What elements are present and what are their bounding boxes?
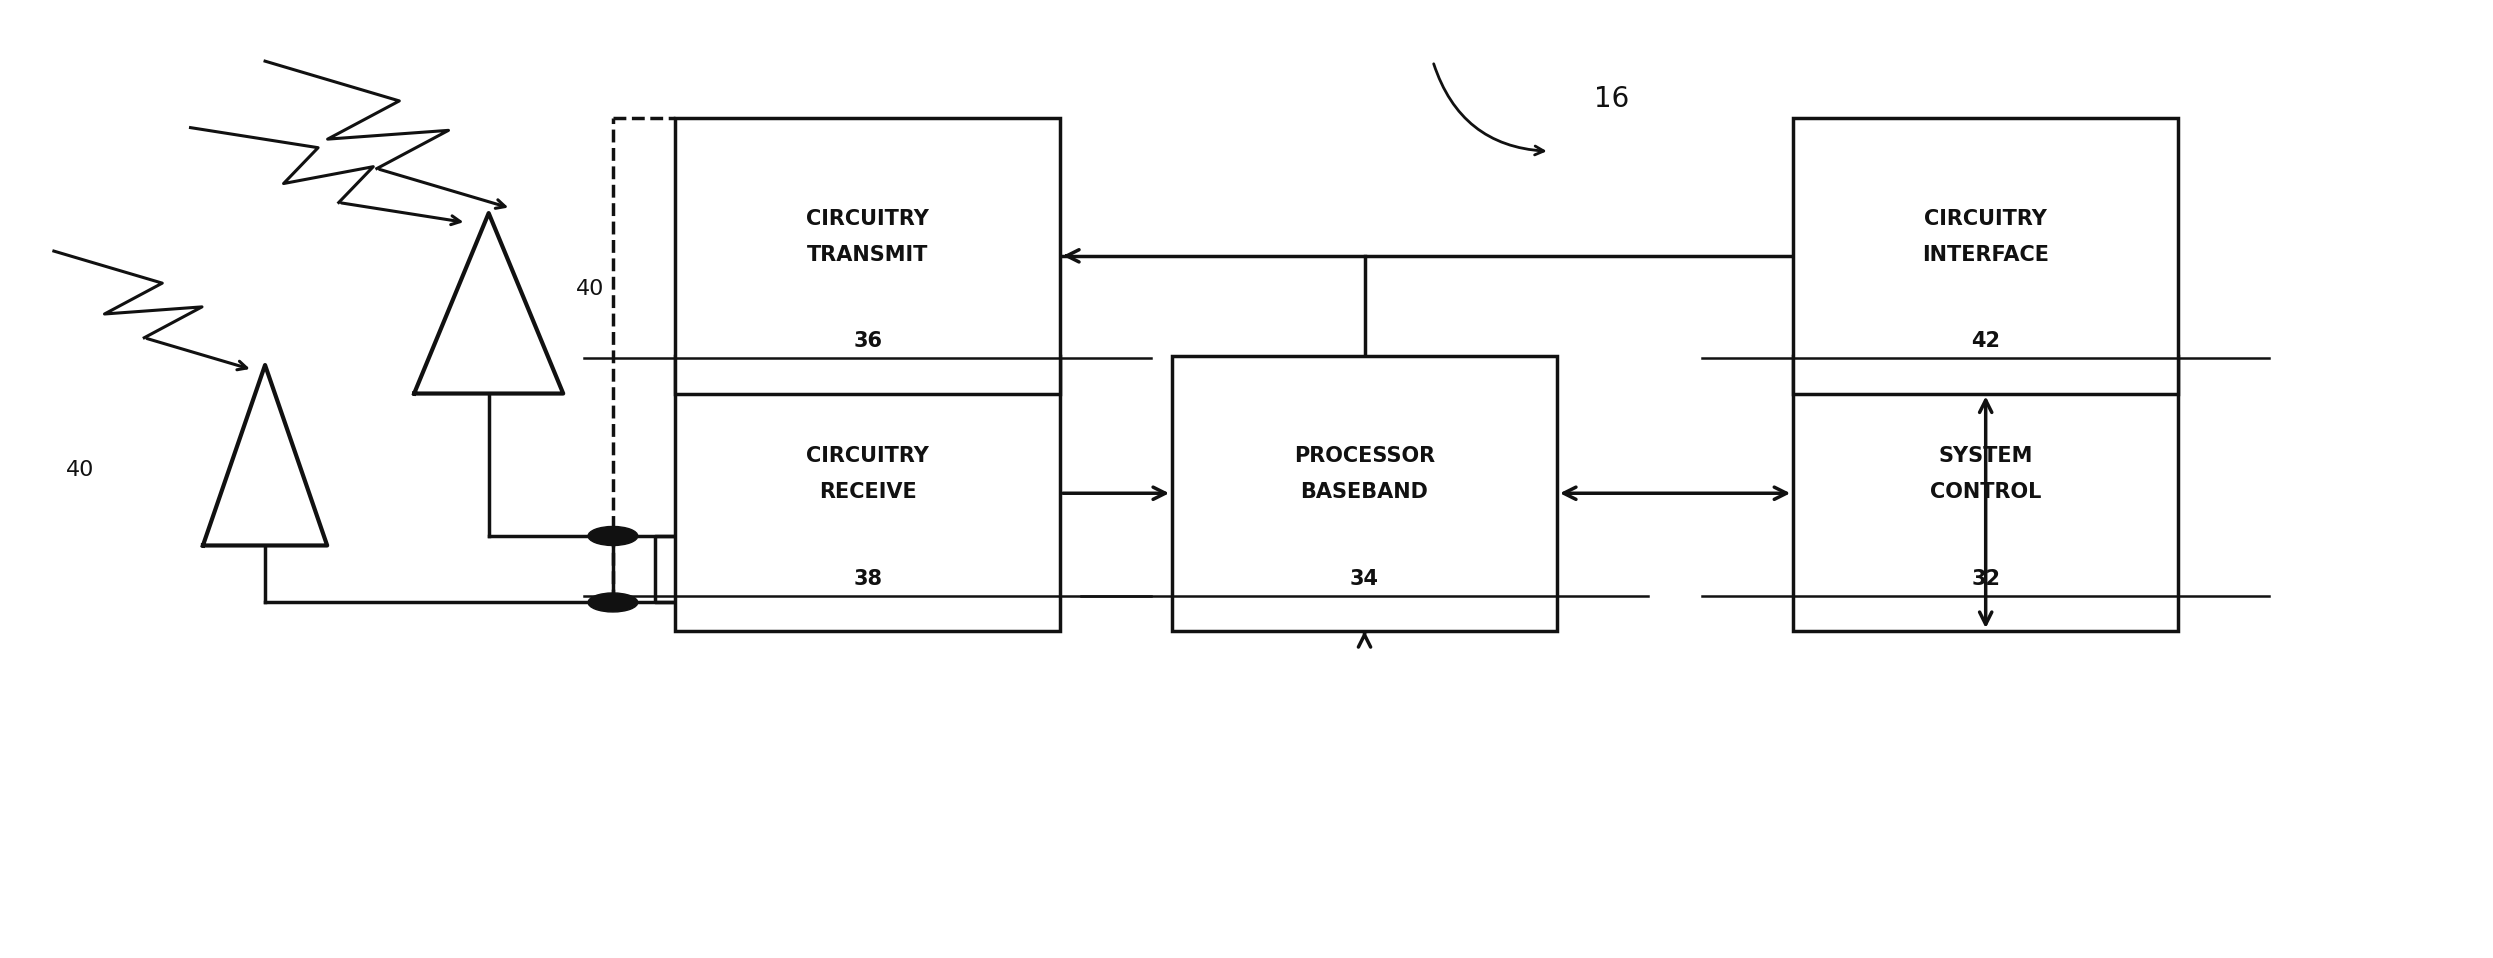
Bar [676, 118, 1060, 394]
Text: RECEIVE: RECEIVE [818, 482, 917, 502]
Text: 36: 36 [853, 331, 883, 352]
Text: CIRCUITRY: CIRCUITRY [805, 446, 930, 467]
Text: 40: 40 [576, 279, 603, 299]
Text: PROCESSOR: PROCESSOR [1294, 446, 1436, 467]
Polygon shape [414, 213, 563, 394]
Text: 32: 32 [1972, 569, 1999, 589]
Text: CIRCUITRY: CIRCUITRY [805, 209, 930, 229]
Text: 40: 40 [67, 460, 95, 480]
Bar [1792, 118, 2179, 394]
Text: 34: 34 [1351, 569, 1379, 589]
Text: 38: 38 [853, 569, 883, 589]
Circle shape [588, 593, 638, 612]
Polygon shape [202, 365, 327, 545]
Text: BASEBAND: BASEBAND [1301, 482, 1428, 502]
Text: CIRCUITRY: CIRCUITRY [1925, 209, 2047, 229]
Text: SYSTEM: SYSTEM [1940, 446, 2032, 467]
Bar [1172, 355, 1558, 631]
Circle shape [588, 527, 638, 545]
Text: INTERFACE: INTERFACE [1922, 245, 2049, 264]
Text: 16: 16 [1596, 85, 1630, 113]
Text: TRANSMIT: TRANSMIT [808, 245, 927, 264]
Bar [676, 355, 1060, 631]
Bar [1792, 355, 2179, 631]
Text: 42: 42 [1972, 331, 1999, 352]
Text: CONTROL: CONTROL [1930, 482, 2042, 502]
